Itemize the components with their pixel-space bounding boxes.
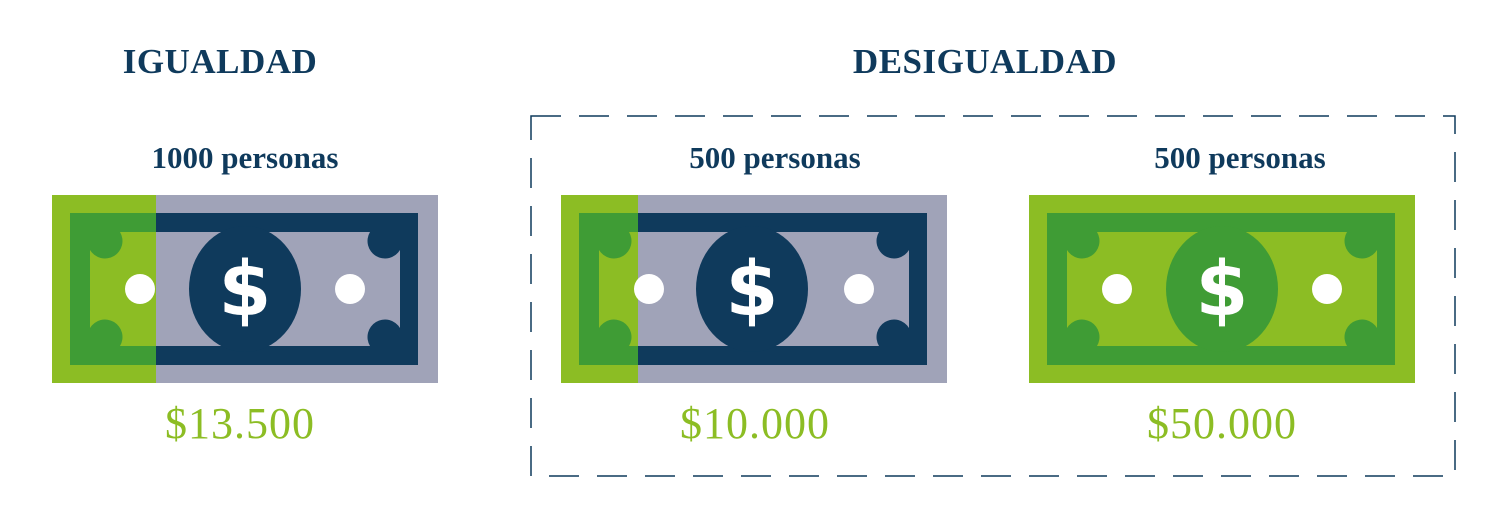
inequality-group-frame: [530, 115, 1456, 477]
equality-amount: $13.500: [165, 399, 315, 448]
inequality-group-2-people-count: 500 personas: [1154, 140, 1326, 175]
inequality-group-1-people-count: 500 personas: [689, 140, 861, 175]
equality-heading: IGUALDAD: [122, 42, 318, 81]
inequality-group-1-amount: $10.000: [680, 399, 830, 448]
equality-banknote-icon: $: [52, 195, 438, 383]
inequality-group-2-banknote-icon: $: [1029, 195, 1415, 383]
inequality-heading: DESIGUALDAD: [852, 42, 1118, 81]
dollar-sign: $: [219, 244, 272, 333]
inequality-group-2-amount: $50.000: [1147, 399, 1297, 448]
equality-people-count: 1000 personas: [151, 140, 339, 175]
inequality-group-1-banknote-icon: $: [561, 195, 947, 383]
dollar-sign: $: [1196, 244, 1249, 333]
dollar-sign: $: [726, 244, 779, 333]
